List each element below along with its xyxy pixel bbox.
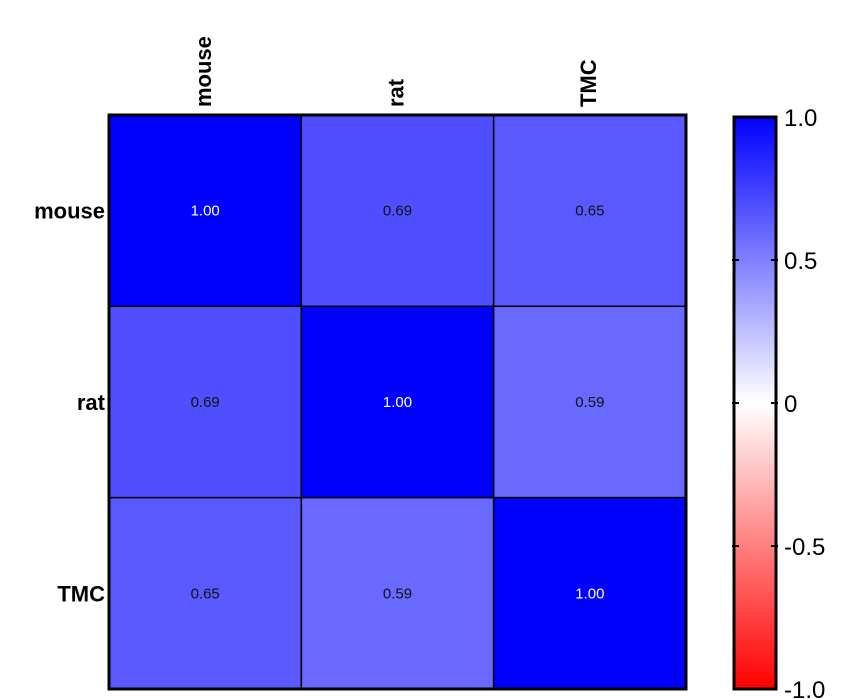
colorbar-tick-labels: 1.0 0.5 0 -0.5 -1.0 [784,105,825,699]
heatmap-frame [107,113,688,691]
heatmap-cells [108,114,687,690]
cell-value-label: 1.00 [191,203,220,220]
heatmap-cell-labels: 1.00 0.69 0.65 0.69 1.00 0.59 0.65 0.59 1.00 [191,203,605,603]
cell-value-label: 0.65 [191,585,220,602]
heatmap-cell [108,114,303,308]
cell-value-label: 1.00 [383,394,412,411]
heatmap-cell [300,496,495,690]
y-axis-labels: mouse rat TMC [34,199,106,607]
y-tick-label: rat [77,390,106,415]
x-tick-label: TMC [576,59,601,107]
heatmap-cell [300,114,495,308]
cell-value-label: 1.00 [575,585,604,602]
colorbar-tick-label: -0.5 [784,534,825,561]
colorbar-ticks [732,259,778,547]
cell-value-label: 0.69 [383,203,412,220]
colorbar-tick-label: 1.0 [784,105,817,132]
colorbar-tick-label: -1.0 [784,677,825,699]
cell-value-label: 0.59 [383,585,412,602]
heatmap-cell [108,305,303,499]
y-tick-label: TMC [57,581,105,606]
x-tick-label: mouse [191,36,216,107]
colorbar-tick-label: 0.5 [784,248,817,275]
colorbar [732,115,778,691]
y-tick-label: mouse [34,199,105,224]
heatmap-cell [492,305,687,499]
cell-value-label: 0.69 [191,394,220,411]
colorbar-tick-label: 0 [784,391,797,418]
cell-value-label: 0.59 [575,394,604,411]
heatmap-cell [300,305,495,499]
x-axis-labels: mouse rat TMC [191,36,601,107]
x-tick-label: rat [384,78,409,107]
cell-value-label: 0.65 [575,203,604,220]
